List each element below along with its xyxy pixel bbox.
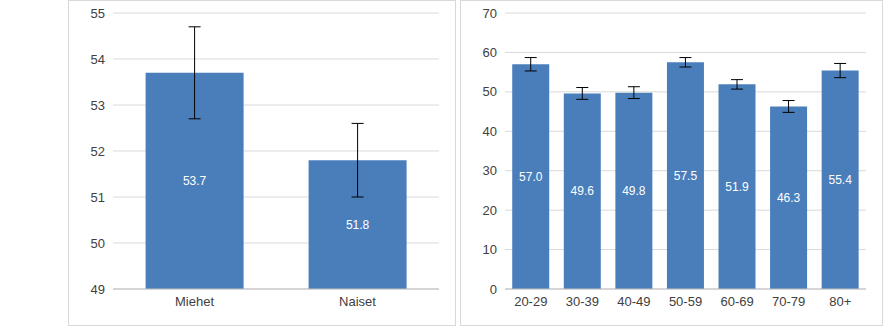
svg-text:40-49: 40-49 xyxy=(617,294,650,309)
svg-text:54: 54 xyxy=(91,52,105,67)
svg-text:50: 50 xyxy=(483,84,497,99)
svg-text:53.7: 53.7 xyxy=(183,174,207,188)
svg-text:70-79: 70-79 xyxy=(772,294,805,309)
svg-text:51.8: 51.8 xyxy=(346,218,370,232)
svg-text:55.4: 55.4 xyxy=(828,173,852,187)
svg-text:57.5: 57.5 xyxy=(674,169,698,183)
svg-text:70: 70 xyxy=(483,6,497,21)
svg-text:49.6: 49.6 xyxy=(571,184,595,198)
svg-text:40: 40 xyxy=(483,124,497,139)
svg-text:30-39: 30-39 xyxy=(566,294,599,309)
svg-text:60-69: 60-69 xyxy=(720,294,753,309)
svg-text:52: 52 xyxy=(91,144,105,159)
svg-text:51.9: 51.9 xyxy=(725,180,749,194)
svg-text:80+: 80+ xyxy=(829,294,851,309)
svg-text:57.0: 57.0 xyxy=(519,170,543,184)
svg-text:Miehet: Miehet xyxy=(175,294,214,309)
svg-text:55: 55 xyxy=(91,6,105,21)
svg-text:46.3: 46.3 xyxy=(777,191,801,205)
svg-text:50: 50 xyxy=(91,236,105,251)
svg-text:53: 53 xyxy=(91,98,105,113)
svg-text:51: 51 xyxy=(91,190,105,205)
svg-text:49.8: 49.8 xyxy=(622,184,646,198)
svg-text:60: 60 xyxy=(483,45,497,60)
svg-text:10: 10 xyxy=(483,242,497,257)
svg-text:20: 20 xyxy=(483,203,497,218)
svg-text:49: 49 xyxy=(91,282,105,297)
svg-text:Naiset: Naiset xyxy=(339,294,376,309)
svg-text:20-29: 20-29 xyxy=(514,294,547,309)
svg-text:50-59: 50-59 xyxy=(669,294,702,309)
svg-text:0: 0 xyxy=(490,282,497,297)
svg-text:30: 30 xyxy=(483,163,497,178)
